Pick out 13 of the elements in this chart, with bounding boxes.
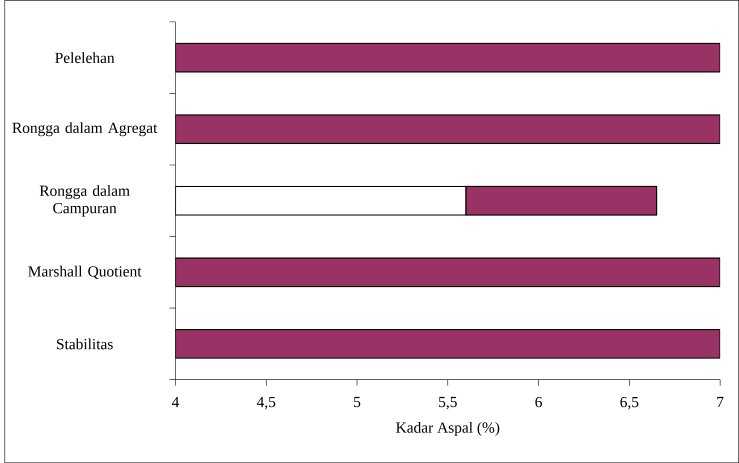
x-tick-label: 4 [172, 396, 180, 407]
y-tick-label: Rongga dalam Campuran [40, 185, 130, 216]
y-tick-label: Stabilitas [57, 338, 113, 350]
y-tick-label: Pelelehan [55, 52, 114, 63]
y-tick-label: Rongga dalam Agregat [12, 122, 158, 136]
x-tick-label: 6,5 [620, 396, 638, 410]
x-tick-label: 7 [717, 396, 724, 407]
x-tick-label: 6 [535, 396, 542, 408]
x-tick-label: 4,5 [256, 396, 276, 410]
x-axis-title: Kadar Aspal (%) [396, 422, 500, 436]
x-tick-label: 5,5 [439, 396, 457, 410]
x-tick-label: 5 [354, 396, 360, 408]
y-tick-label: Marshall Quotient [28, 266, 142, 279]
